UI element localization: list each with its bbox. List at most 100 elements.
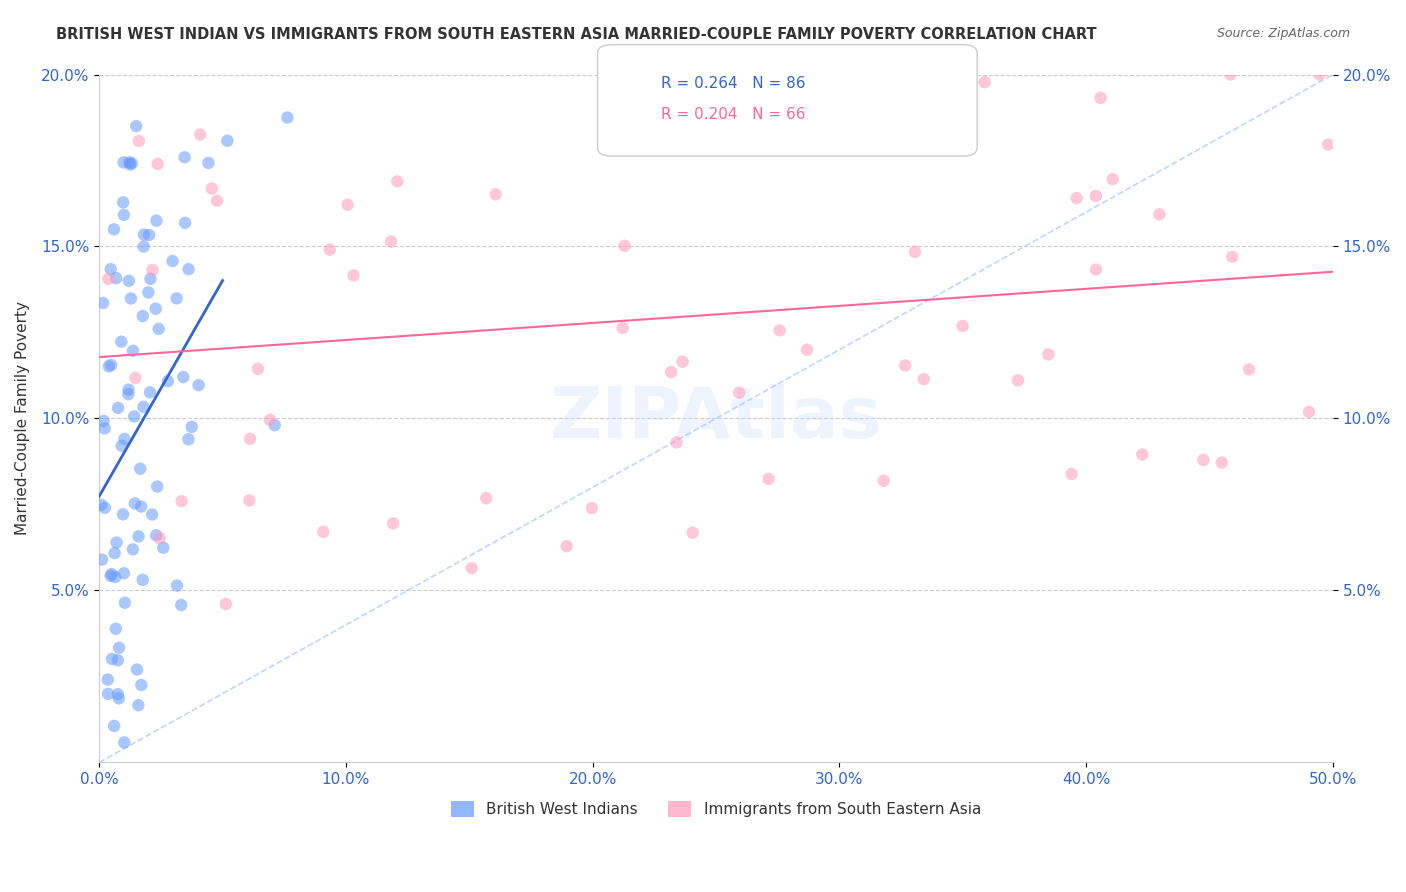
Point xyxy=(1219,68,1241,82)
Point xyxy=(659,365,682,379)
Point xyxy=(1130,447,1153,461)
Point xyxy=(148,322,170,336)
Point xyxy=(246,361,269,376)
Point xyxy=(125,119,148,133)
Point xyxy=(121,156,143,170)
Point xyxy=(187,378,209,392)
Point xyxy=(122,542,145,557)
Point xyxy=(672,354,695,368)
Point xyxy=(173,150,195,164)
Point xyxy=(1084,189,1107,203)
Point xyxy=(263,418,285,433)
Point xyxy=(180,420,202,434)
Point xyxy=(97,673,120,687)
Point xyxy=(103,222,125,236)
Point xyxy=(1060,467,1083,481)
Point xyxy=(112,735,135,749)
Text: ZIPAtlas: ZIPAtlas xyxy=(550,384,883,453)
Point xyxy=(128,529,150,543)
Point xyxy=(125,663,148,677)
Point xyxy=(97,359,120,374)
Point xyxy=(912,372,935,386)
Point xyxy=(1149,207,1171,221)
Point xyxy=(170,598,193,612)
Text: BRITISH WEST INDIAN VS IMMIGRANTS FROM SOUTH EASTERN ASIA MARRIED-COUPLE FAMILY : BRITISH WEST INDIAN VS IMMIGRANTS FROM S… xyxy=(56,27,1097,42)
Point xyxy=(114,596,136,610)
Point xyxy=(215,597,238,611)
Point xyxy=(93,421,115,435)
Point xyxy=(103,719,125,733)
Point xyxy=(138,227,160,242)
Point xyxy=(132,227,155,242)
Point xyxy=(613,239,636,253)
Point xyxy=(769,323,792,337)
Point xyxy=(1317,137,1340,152)
Point xyxy=(152,541,174,555)
Point xyxy=(104,546,127,560)
Point xyxy=(461,561,484,575)
Point xyxy=(104,570,127,584)
Point xyxy=(1038,347,1060,361)
Point xyxy=(205,194,228,208)
Point xyxy=(172,370,194,384)
Point xyxy=(146,479,169,493)
Point xyxy=(170,494,193,508)
Point xyxy=(122,409,145,424)
Point xyxy=(1211,456,1233,470)
Point xyxy=(108,691,131,706)
Point xyxy=(141,263,163,277)
Legend: British West Indians, Immigrants from South Eastern Asia: British West Indians, Immigrants from So… xyxy=(446,796,987,823)
Text: Source: ZipAtlas.com: Source: ZipAtlas.com xyxy=(1216,27,1350,40)
Point xyxy=(114,432,136,446)
Text: R = 0.264   N = 86: R = 0.264 N = 86 xyxy=(661,76,806,91)
Point xyxy=(1007,373,1029,387)
Y-axis label: Married-Couple Family Poverty: Married-Couple Family Poverty xyxy=(15,301,30,535)
Point xyxy=(1237,362,1260,376)
Point xyxy=(122,343,145,358)
Point xyxy=(162,254,184,268)
Point xyxy=(145,528,167,542)
Point xyxy=(107,653,129,667)
Point xyxy=(259,413,281,427)
Point xyxy=(952,318,974,333)
Point xyxy=(120,157,142,171)
Point xyxy=(131,678,153,692)
Point xyxy=(100,569,122,583)
Point xyxy=(100,567,122,582)
Point xyxy=(127,698,149,713)
Point xyxy=(139,272,162,286)
Point xyxy=(124,496,146,510)
Point xyxy=(319,243,342,257)
Point xyxy=(1192,453,1215,467)
Point xyxy=(177,432,200,446)
Point xyxy=(873,474,896,488)
Point xyxy=(728,385,751,400)
Point xyxy=(796,343,818,357)
Point xyxy=(93,414,115,428)
Point xyxy=(612,321,634,335)
Point xyxy=(128,134,150,148)
Point xyxy=(382,516,405,531)
Point xyxy=(101,652,124,666)
Point xyxy=(118,155,141,169)
Point xyxy=(118,274,141,288)
Point xyxy=(555,539,578,553)
Point xyxy=(166,579,188,593)
Point xyxy=(336,198,359,212)
Point xyxy=(581,501,603,516)
Point xyxy=(131,573,153,587)
Point xyxy=(141,508,163,522)
Point xyxy=(117,383,139,397)
Point xyxy=(485,187,508,202)
Point xyxy=(149,531,172,545)
Point xyxy=(120,292,142,306)
Point xyxy=(174,216,197,230)
Point xyxy=(188,128,211,142)
Point xyxy=(90,498,112,512)
Point xyxy=(108,640,131,655)
Point xyxy=(217,134,239,148)
Point xyxy=(1220,250,1243,264)
Point xyxy=(387,174,409,188)
Point xyxy=(238,493,260,508)
Point xyxy=(276,111,298,125)
